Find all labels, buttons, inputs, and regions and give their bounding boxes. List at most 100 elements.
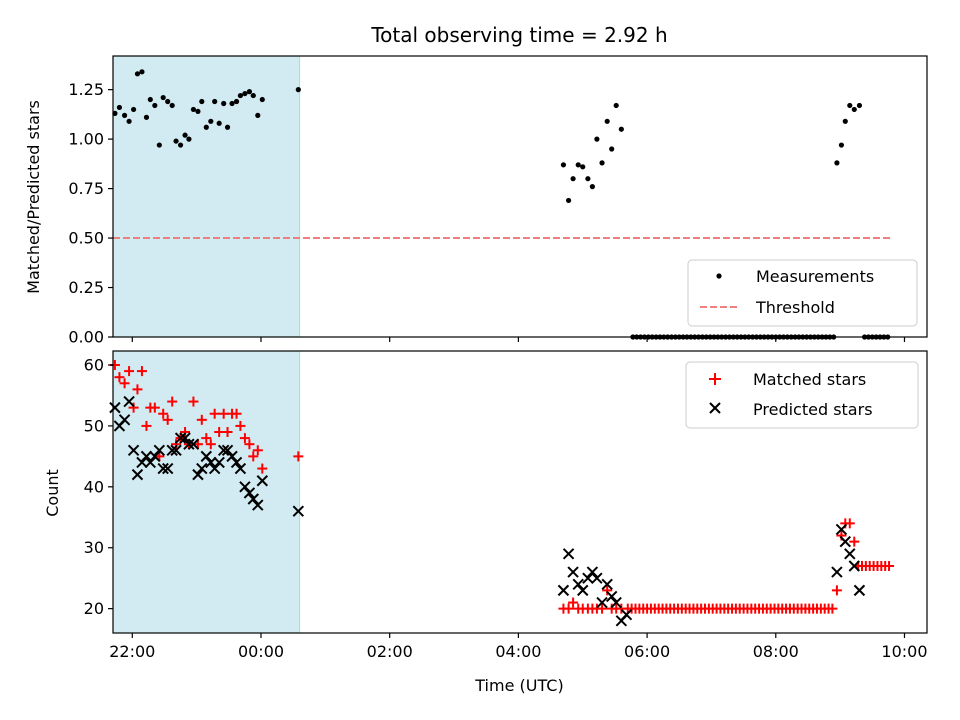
- predicted-point: [196, 462, 208, 475]
- measurement-point: [152, 102, 158, 109]
- predicted-point: [292, 505, 305, 517]
- predicted-point: [200, 450, 213, 463]
- matched-point: [196, 414, 207, 425]
- measurement-point: [112, 110, 118, 116]
- predicted-point: [577, 584, 589, 597]
- matched-point: [844, 518, 855, 529]
- bottom-y-tick-label: 30: [84, 538, 104, 557]
- matched-point: [158, 408, 169, 419]
- measurement-point: [842, 118, 848, 124]
- top-y-axis-label: Matched/Predicted stars: [24, 100, 43, 294]
- bottom-x-tick-label: 04:00: [495, 642, 541, 661]
- top-shaded-region: [112, 55, 301, 338]
- predicted-point: [605, 590, 618, 603]
- legend-matched-label: Matched stars: [753, 370, 866, 389]
- predicted-point: [567, 566, 579, 578]
- measurement-point: [609, 146, 615, 152]
- predicted-point: [183, 438, 195, 450]
- measurement-point: [838, 142, 845, 148]
- measurement-point: [259, 96, 265, 103]
- predicted-point: [221, 444, 234, 456]
- measurement-point: [143, 114, 150, 120]
- predicted-point: [187, 438, 200, 450]
- bottom-y-tick-label: 20: [84, 599, 104, 618]
- measurement-point: [604, 118, 610, 124]
- measurement-point: [221, 100, 227, 107]
- bottom-y-tick-label: 40: [84, 477, 104, 496]
- matched-point: [214, 427, 225, 438]
- predicted-point: [109, 401, 121, 414]
- matched-point: [602, 585, 613, 596]
- matched-point: [231, 408, 242, 419]
- predicted-point: [213, 456, 225, 469]
- predicted-point: [831, 566, 843, 578]
- bottom-x-tick-label: 10:00: [881, 642, 927, 661]
- measurement-point: [156, 142, 162, 148]
- measurement-point: [186, 136, 192, 142]
- measurement-point: [121, 112, 128, 118]
- measurement-point: [575, 162, 581, 168]
- legend-measurements-label: Measurements: [756, 267, 874, 286]
- predicted-point: [174, 432, 187, 444]
- predicted-point: [844, 548, 856, 560]
- matched-point: [180, 427, 191, 438]
- matched-point: [114, 372, 125, 383]
- top-y-tick-label: 0.25: [68, 278, 104, 297]
- matched-point: [568, 597, 579, 608]
- predicted-point: [205, 456, 217, 469]
- measurement-point: [208, 118, 214, 124]
- predicted-point: [230, 456, 243, 469]
- legend-matched-marker: [709, 373, 721, 385]
- measurement-point: [565, 197, 572, 204]
- matched-point: [884, 561, 895, 572]
- predicted-point: [848, 560, 860, 572]
- matched-point: [209, 408, 220, 419]
- measurement-point: [212, 98, 218, 105]
- bottom-x-tick-label: 08:00: [753, 642, 799, 661]
- bottom-axes-frame: [112, 350, 928, 634]
- predicted-point: [620, 609, 633, 621]
- bottom-y-tick-label: 60: [84, 356, 104, 375]
- measurement-point: [618, 126, 624, 132]
- legend-measurements-marker: [716, 273, 722, 279]
- predicted-point: [153, 444, 166, 456]
- measurement-point: [116, 104, 123, 111]
- predicted-point: [166, 444, 178, 456]
- top-y-tick-label: 0.00: [68, 328, 104, 347]
- predicted-point: [140, 450, 153, 463]
- matched-point: [162, 414, 173, 425]
- matched-point: [201, 433, 212, 444]
- predicted-point: [123, 395, 135, 408]
- measurement-point: [134, 71, 141, 77]
- measurement-point: [130, 106, 137, 113]
- measurement-point: [613, 102, 619, 109]
- legend-predicted-label: Predicted stars: [753, 400, 873, 419]
- legend-predicted-marker: [709, 402, 721, 414]
- predicted-point: [562, 548, 575, 560]
- top-panel: 0.00 0.25 0.50 0.75 1.00 1.25: [68, 55, 928, 347]
- predicted-point: [256, 475, 268, 487]
- matched-point: [222, 427, 233, 438]
- predicted-point: [118, 414, 131, 426]
- measurement-point: [139, 69, 145, 75]
- matched-point: [124, 366, 135, 377]
- predicted-point: [161, 462, 174, 475]
- bottom-y-axis-label: Count: [43, 469, 62, 517]
- measurement-point: [229, 100, 235, 107]
- measurement-point: [165, 98, 171, 105]
- matched-point: [119, 378, 130, 389]
- top-axes-frame: [112, 55, 928, 338]
- measurement-point: [585, 176, 591, 182]
- measurement-point: [851, 106, 857, 113]
- predicted-point: [247, 493, 259, 505]
- measurement-point: [190, 106, 197, 113]
- measurement-point: [224, 124, 231, 130]
- legend-threshold-label: Threshold: [755, 298, 835, 317]
- predicted-point: [136, 456, 148, 469]
- measurement-point: [589, 184, 595, 190]
- top-y-tick-label: 1.00: [68, 130, 104, 149]
- measurement-point: [250, 92, 256, 99]
- predicted-point: [596, 596, 608, 609]
- predicted-point: [149, 450, 161, 463]
- predicted-point: [239, 481, 251, 493]
